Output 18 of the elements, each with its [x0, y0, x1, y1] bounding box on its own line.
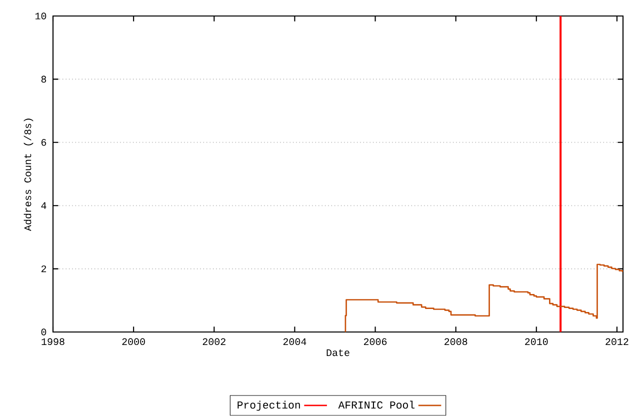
x-tick-label: 2006	[364, 338, 387, 346]
y-tick-label: 2	[41, 266, 46, 272]
x-tick-label: 1998	[42, 338, 64, 346]
x-tick-label: 2000	[122, 338, 145, 346]
y-tick-label: 8	[41, 76, 46, 83]
x-tick-label: 2012	[606, 338, 628, 346]
y-tick-label: 10	[35, 12, 46, 20]
legend-label: Projection	[238, 400, 300, 411]
y-axis-title: Address Count (/8s)	[24, 118, 34, 232]
x-tick-label: 2004	[283, 338, 306, 346]
y-tick-label: 6	[41, 139, 46, 146]
x-axis-title: Date	[326, 350, 350, 356]
x-tick-label: 2010	[525, 338, 548, 346]
x-tick-label: 2002	[202, 338, 226, 346]
legend-label: AFRINIC Pool	[338, 400, 414, 409]
y-tick-label: 4	[41, 202, 46, 210]
y-tick-label: 0	[41, 328, 46, 336]
x-tick-label: 2008	[444, 338, 468, 346]
